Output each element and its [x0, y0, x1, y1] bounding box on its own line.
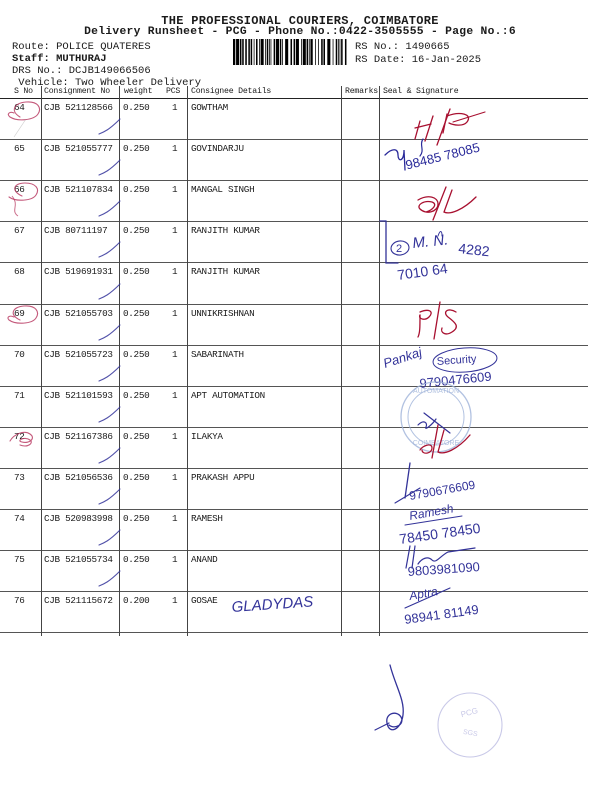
svg-text:4282: 4282 — [458, 240, 491, 259]
svg-text:M. N.: M. N. — [412, 231, 449, 252]
svg-text:7010 64: 7010 64 — [396, 260, 449, 283]
svg-text:Security: Security — [436, 353, 477, 368]
svg-text:Ramesh: Ramesh — [408, 501, 455, 523]
svg-text:GLADYDAS: GLADYDAS — [231, 593, 314, 616]
svg-text:9803981090: 9803981090 — [407, 559, 480, 579]
svg-text:SGS: SGS — [462, 729, 478, 739]
svg-text:2: 2 — [396, 243, 402, 255]
svg-text:98941 81149: 98941 81149 — [403, 602, 479, 627]
svg-text:Pankaj: Pankaj — [381, 344, 424, 371]
svg-text:PCG: PCG — [460, 706, 479, 719]
svg-text:AUTOMATION: AUTOMATION — [413, 388, 459, 395]
